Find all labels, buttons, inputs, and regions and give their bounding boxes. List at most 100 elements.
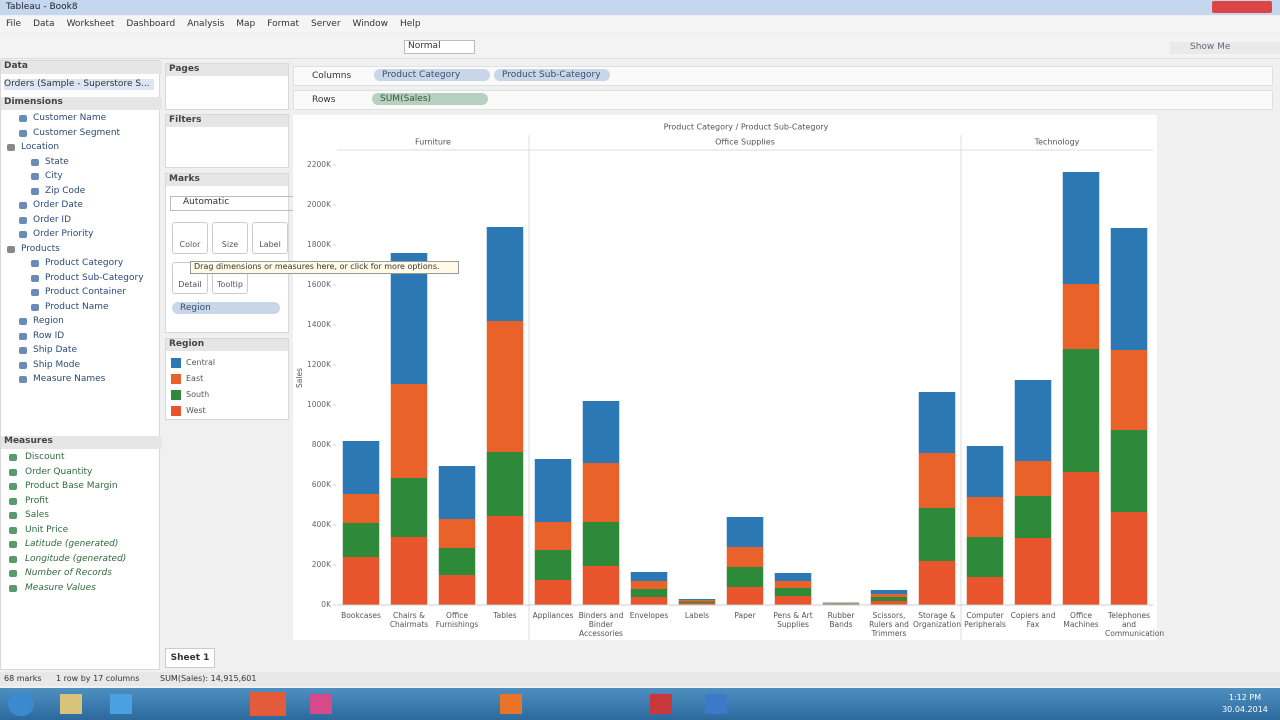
column-pill[interactable]: Product Sub-Category [494, 69, 610, 81]
menu-item[interactable]: Data [33, 19, 55, 29]
dimension-field[interactable]: Order Date [33, 200, 83, 210]
dimension-field[interactable]: Products [21, 243, 60, 254]
bar-segment [966, 446, 1004, 497]
dimension-icon [19, 216, 27, 224]
measure-icon [9, 468, 17, 476]
bar-segment [486, 227, 524, 321]
dimension-field[interactable]: Product Container [45, 287, 127, 297]
measure-field[interactable]: Discount [25, 452, 65, 462]
bar-segment [1062, 472, 1100, 605]
dimension-field[interactable]: Ship Mode [33, 359, 81, 370]
menu-item[interactable]: Worksheet [66, 19, 115, 29]
dimension-field[interactable]: Product Name [45, 301, 109, 312]
show-me-button[interactable]: Show Me [1170, 42, 1280, 54]
marks-button[interactable]: Size [212, 222, 248, 254]
taskbar-app[interactable] [705, 694, 727, 714]
marks-button[interactable]: Color [172, 222, 208, 254]
bar-segment [822, 602, 860, 604]
menu-bar: File Data Worksheet Dashboard Analysis Map For… [0, 16, 1280, 32]
taskbar-app[interactable] [60, 694, 82, 714]
window-title: Tableau - Book8 [6, 2, 78, 12]
measure-field[interactable]: Product Base Margin [25, 481, 118, 491]
dimension-field[interactable]: Customer Segment [33, 127, 121, 138]
bar-segment [438, 575, 476, 605]
measure-field[interactable]: Unit Price [25, 524, 69, 535]
legend-swatch [171, 358, 181, 368]
measure-field[interactable]: Latitude (generated) [25, 539, 119, 549]
menu-item[interactable]: Dashboard [126, 19, 176, 29]
menu-item[interactable]: Format [267, 19, 299, 29]
bar-segment [438, 548, 476, 575]
data-source[interactable]: Orders (Sample - Superstore S... [4, 79, 154, 90]
bar-segment [1062, 172, 1100, 284]
menu-item[interactable]: Help [400, 19, 421, 29]
rows-shelf[interactable]: Rows SUM(Sales) [293, 90, 1273, 110]
dimension-icon [31, 173, 39, 180]
region-pill[interactable]: Region [172, 302, 280, 314]
measure-field[interactable]: Longitude (generated) [25, 553, 127, 564]
x-tick-label: Binders and Binder Accessories [578, 611, 624, 638]
bar-segment [918, 561, 956, 605]
dimension-icon [19, 332, 27, 340]
measure-field[interactable]: Profit [25, 495, 49, 506]
taskbar-app[interactable] [110, 694, 132, 714]
measure-icon [9, 584, 17, 592]
dimension-field[interactable]: Order ID [33, 214, 72, 225]
bar-segment [1110, 430, 1148, 512]
filters-shelf[interactable]: Filters [165, 114, 289, 168]
menu-item[interactable]: Window [352, 19, 389, 29]
menu-item[interactable]: Analysis [187, 19, 225, 29]
fit-dropdown[interactable]: Normal [404, 40, 475, 54]
row-pill[interactable]: SUM(Sales) [372, 93, 488, 105]
bar-segment [726, 567, 764, 587]
measure-field[interactable]: Order Quantity [25, 466, 93, 477]
menu-item[interactable]: Map [236, 19, 256, 29]
marks-card: Marks Automatic Region Color Size Label Det… [165, 173, 294, 333]
measure-field[interactable]: Measure Values [25, 582, 96, 593]
sheet-tab[interactable]: Sheet 1 [165, 648, 215, 668]
dimension-field[interactable]: Measure Names [33, 374, 106, 384]
menu-item[interactable]: File [6, 19, 22, 29]
x-tick-label: Paper [734, 611, 756, 620]
dimension-field[interactable]: Product Category [45, 258, 124, 268]
taskbar-app[interactable] [650, 694, 672, 714]
bar-segment [918, 508, 956, 561]
dimension-field[interactable]: Ship Date [33, 345, 78, 355]
column-pill-label: Product Category [382, 70, 461, 80]
taskbar-app[interactable] [500, 694, 522, 714]
dimension-field[interactable]: Zip Code [45, 185, 86, 196]
y-tick-label: 800K [312, 440, 332, 449]
x-tick-label: Copiers and Fax [1010, 611, 1056, 629]
y-tick-label: 600K [312, 480, 332, 489]
marks-button[interactable]: Label [252, 222, 288, 254]
filters-title: Filters [166, 115, 288, 127]
bar-segment [726, 547, 764, 567]
measure-field[interactable]: Sales [25, 510, 49, 520]
pages-shelf[interactable]: Pages [165, 63, 289, 110]
dimension-field[interactable]: Location [21, 142, 60, 152]
columns-shelf[interactable]: Columns Product Category Product Sub-Cat… [293, 66, 1273, 86]
region-pill-label: Region [180, 303, 211, 313]
measure-field[interactable]: Number of Records [25, 568, 112, 578]
start-button[interactable] [8, 692, 34, 716]
menu-item[interactable]: Server [311, 19, 341, 29]
data-pane: Data Orders (Sample - Superstore S... Di… [0, 60, 162, 670]
legend-title: Region [166, 339, 288, 351]
bar-segment [534, 550, 572, 580]
dimension-field[interactable]: Order Priority [33, 229, 94, 239]
y-tick-label: 2000K [307, 200, 332, 209]
window-controls[interactable] [1212, 1, 1272, 13]
dimension-field[interactable]: Product Sub-Category [45, 272, 144, 283]
dimension-field[interactable]: Row ID [33, 330, 65, 341]
column-pill[interactable]: Product Category [374, 69, 490, 81]
bar-segment [870, 594, 908, 597]
dimension-field[interactable]: Customer Name [33, 113, 107, 123]
dimension-field[interactable]: Region [33, 316, 64, 326]
bar-segment [534, 522, 572, 550]
taskbar-app[interactable] [310, 694, 332, 714]
bar-segment [390, 478, 428, 537]
dimension-field[interactable]: City [45, 171, 63, 181]
view-background [293, 115, 1157, 640]
dimension-field[interactable]: State [45, 156, 69, 167]
taskbar-app[interactable] [250, 692, 286, 716]
